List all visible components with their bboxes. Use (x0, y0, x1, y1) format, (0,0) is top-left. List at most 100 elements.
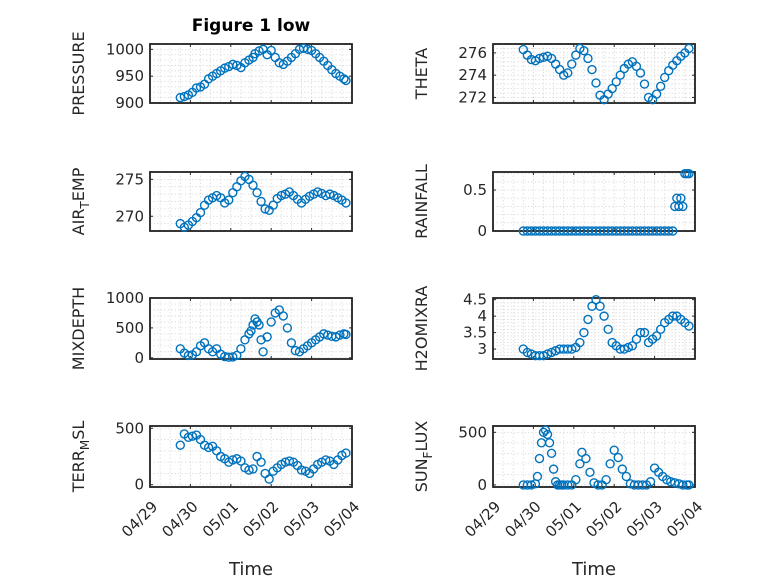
mixdepth-point (254, 320, 264, 330)
h2omixra-point (591, 294, 601, 305)
h2omixra-point (635, 327, 646, 338)
terr-msl-xtick-label: 05/02 (239, 498, 282, 541)
h2omixra-point (651, 331, 662, 341)
terr-msl-xtick-label: 05/03 (280, 498, 323, 541)
sun-flux-point (544, 438, 555, 448)
sun-flux-point (645, 477, 656, 487)
terr-msl-ytick-label: 500 (115, 419, 144, 437)
sun-flux-point (532, 471, 543, 482)
theta-point (635, 68, 646, 78)
air-temp-point (341, 198, 351, 208)
pressure-point (228, 59, 238, 70)
sun-flux-point (617, 464, 627, 474)
sun-flux-xtick-label: 05/02 (582, 498, 625, 541)
air-temp-point (252, 187, 262, 198)
pressure-point (339, 74, 349, 84)
sun-flux-point (575, 459, 585, 469)
mixdepth-point (236, 344, 246, 354)
sun-flux-xtick-label: 05/03 (623, 498, 666, 541)
air-temp-point (248, 180, 258, 190)
rainfall-point (664, 226, 674, 236)
air-temp-point (325, 189, 335, 199)
sun-flux-point (609, 445, 619, 455)
sun-flux-xtick-label: 04/30 (501, 498, 544, 541)
h2omixra-point (603, 324, 613, 335)
theta-point (579, 45, 589, 56)
theta-point (631, 61, 642, 71)
theta-point (684, 43, 694, 54)
terr-msl-axes-box (149, 425, 353, 488)
mixdepth-axes-frame (149, 297, 353, 360)
sun-flux-point (678, 480, 688, 490)
mixdepth-ylabel: MIXDEPTH (69, 287, 88, 370)
h2omixra-ytick-label: 4 (477, 307, 487, 325)
h2omixra-point (583, 314, 593, 325)
rainfall-ylabel: RAINFALL (412, 164, 431, 239)
mixdepth-point (232, 350, 242, 361)
terr-msl-point (248, 464, 258, 474)
theta-point (607, 83, 617, 94)
terr-msl-point (296, 465, 307, 475)
sun-flux-point (581, 453, 591, 464)
theta-point (615, 70, 625, 80)
terr-msl-xtick-label: 04/30 (158, 498, 201, 541)
rainfall-point (684, 168, 694, 179)
terr-msl-point (244, 465, 254, 475)
theta-point (587, 64, 597, 75)
air-temp-point (224, 195, 234, 205)
theta-axes-frame (492, 43, 696, 104)
mixdepth-point (266, 317, 276, 327)
rainfall-ytick-label: 0 (477, 222, 487, 240)
h2omixra-point (639, 327, 650, 338)
figure-title: Figure 1 low (192, 16, 311, 36)
theta-point (611, 77, 621, 87)
air-temp-point (195, 207, 206, 218)
h2omixra-point (655, 324, 666, 335)
terr-msl-xtick-label: 05/01 (199, 498, 242, 541)
terr-msl-point (203, 442, 214, 453)
theta-point (639, 79, 650, 89)
theta-point (567, 59, 577, 69)
pressure-point (175, 92, 186, 103)
terr-msl-point (256, 457, 266, 467)
terr-msl-point (321, 455, 331, 465)
sun-flux-point (593, 480, 603, 490)
air-temp-ytick-label: 275 (115, 170, 144, 188)
sun-flux-point (585, 467, 595, 477)
h2omixra-ytick-label: 4.5 (463, 291, 487, 309)
theta-point (583, 53, 593, 64)
air-temp-point (276, 190, 286, 201)
mixdepth-point (228, 352, 238, 362)
mixdepth-point (335, 330, 345, 340)
terr-msl-point (341, 448, 351, 458)
sun-flux-point (526, 480, 537, 490)
h2omixra-axes-frame (492, 297, 696, 360)
rainfall-point (668, 226, 678, 236)
theta-ytick-label: 272 (458, 88, 487, 106)
mixdepth-point (282, 323, 293, 333)
h2omixra-point (684, 321, 694, 331)
sun-flux-xtick-label: 04/29 (461, 498, 504, 541)
pressure-point (266, 45, 276, 56)
h2omixra-point (668, 311, 678, 321)
pressure-point (302, 44, 313, 55)
mixdepth-point (246, 326, 256, 336)
sun-flux-ytick-label: 500 (458, 423, 487, 441)
terr-msl-xtick-label: 05/04 (320, 498, 363, 541)
terr-msl-point (187, 431, 198, 441)
h2omixra-ylabel: H2OMIXRA (412, 286, 431, 372)
h2omixra-point (627, 341, 638, 351)
pressure-ytick-label: 1000 (106, 40, 144, 58)
h2omixra-point (599, 311, 609, 321)
rainfall-ytick-label: 0.5 (463, 181, 487, 199)
terr-msl-ytick-label: 0 (134, 476, 144, 494)
theta-point (563, 68, 573, 78)
pressure-point (341, 75, 351, 86)
sun-flux-point (684, 480, 694, 490)
air-temp-point (268, 200, 278, 210)
theta-point (660, 72, 670, 83)
sun-flux-point (637, 480, 648, 490)
theta-ylabel: THETA (412, 48, 431, 100)
